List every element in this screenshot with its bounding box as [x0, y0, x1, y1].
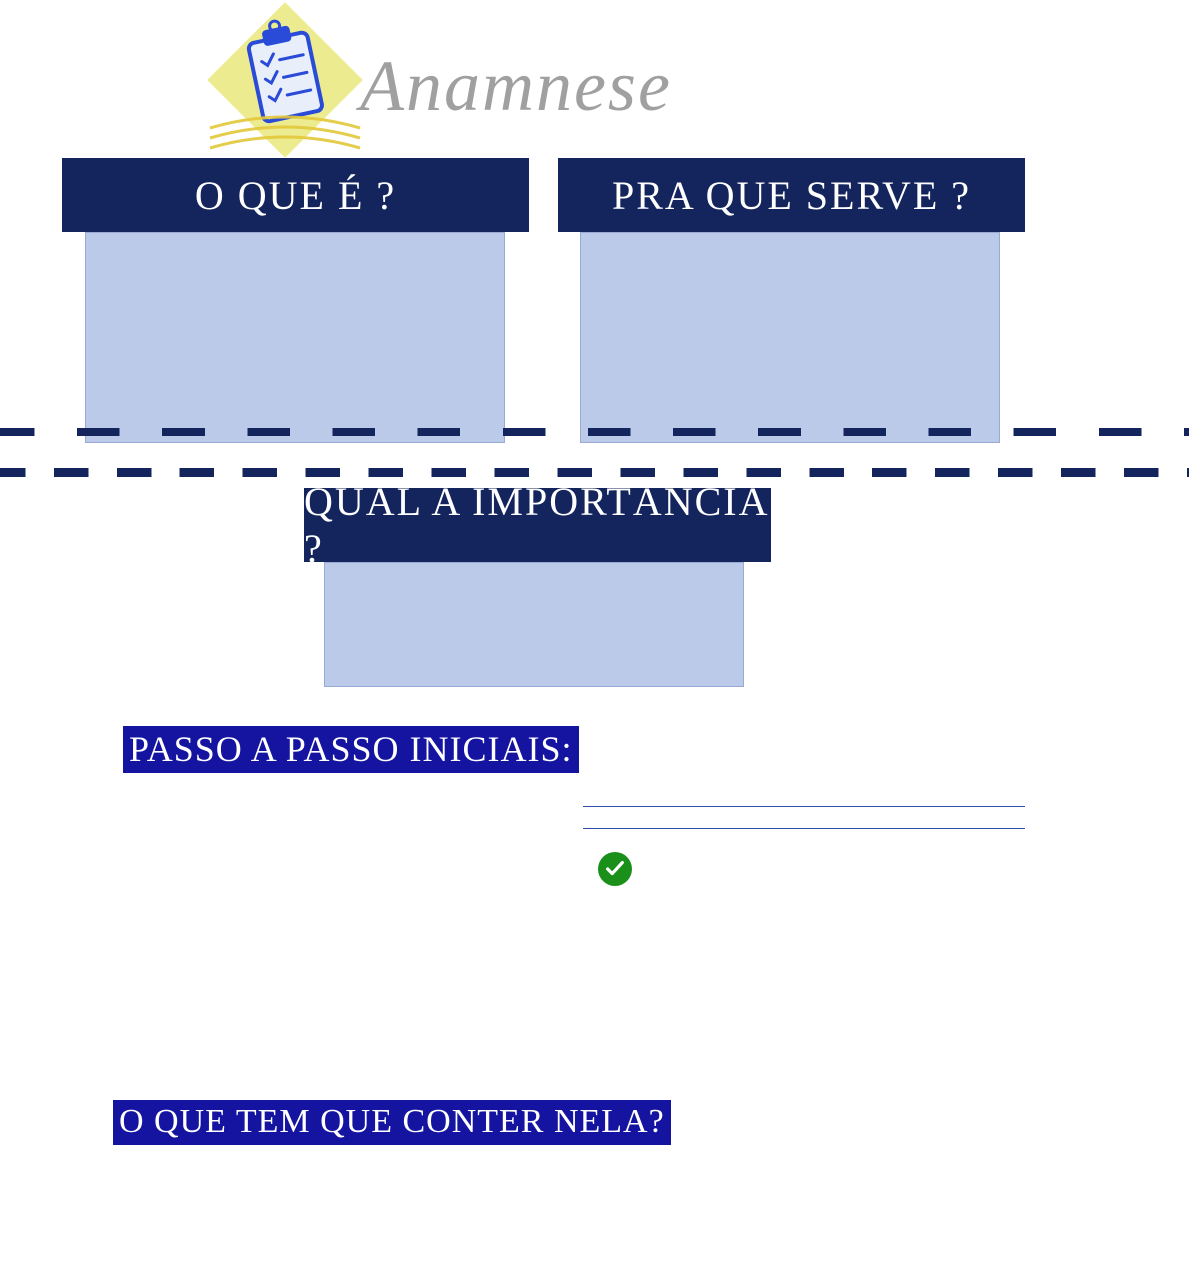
rule-line-1: [583, 806, 1025, 807]
divider-dash-2: [0, 468, 1189, 477]
card-body-purpose: [580, 232, 1000, 443]
rule-line-2: [583, 828, 1025, 829]
page-title: Anamnese: [360, 45, 672, 128]
divider-dash-1: [0, 428, 1189, 436]
card-header-purpose-label: PRA QUE SERVE ?: [612, 172, 971, 219]
section-label-steps: PASSO A PASSO INICIAIS:: [123, 726, 579, 773]
card-header-purpose: PRA QUE SERVE ?: [558, 158, 1025, 232]
card-header-what-label: O QUE É ?: [195, 172, 396, 219]
card-header-importance: QUAL A IMPORTÂNCIA ?: [304, 488, 771, 562]
card-header-what: O QUE É ?: [62, 158, 529, 232]
section-label-content-text: O QUE TEM QUE CONTER NELA?: [119, 1103, 665, 1140]
card-body-importance: [324, 562, 744, 687]
card-header-importance-label: QUAL A IMPORTÂNCIA ?: [304, 478, 771, 572]
clipboard-icon: [200, 0, 370, 170]
section-label-steps-text: PASSO A PASSO INICIAIS:: [129, 729, 573, 769]
logo: Anamnese: [200, 0, 760, 160]
section-label-content: O QUE TEM QUE CONTER NELA?: [113, 1100, 671, 1145]
card-body-what: [85, 232, 505, 443]
check-icon: [598, 852, 632, 886]
